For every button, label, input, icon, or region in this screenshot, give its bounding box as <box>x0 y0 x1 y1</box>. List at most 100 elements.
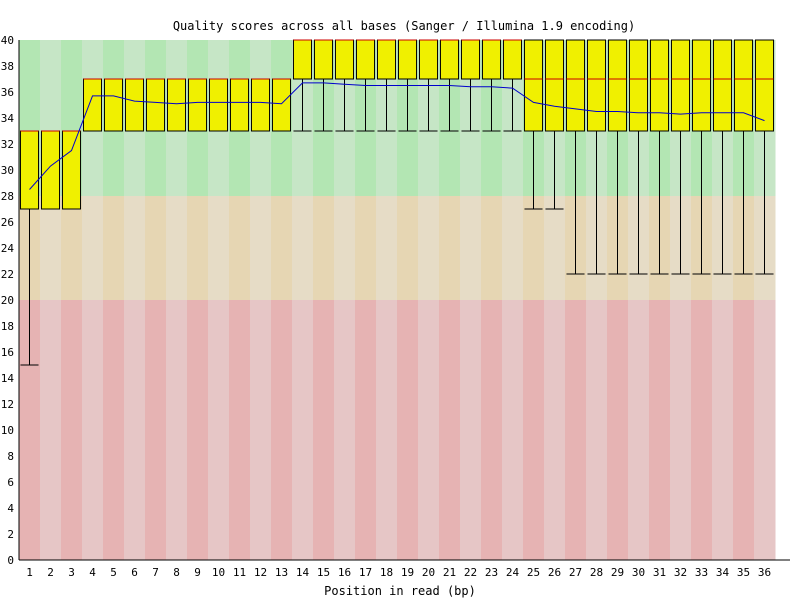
x-tick-label: 15 <box>317 566 330 579</box>
boxes <box>19 39 775 210</box>
band-reasonable-cell <box>61 196 83 300</box>
medians <box>20 39 774 132</box>
y-tick-label: 4 <box>7 502 14 515</box>
band-poor-cell <box>733 300 755 560</box>
band-poor-cell <box>607 300 629 560</box>
x-tick-label: 25 <box>527 566 540 579</box>
band-reasonable-cell <box>544 196 566 300</box>
band-reasonable-cell <box>124 196 146 300</box>
band-poor-cell <box>754 300 776 560</box>
band-poor-cell <box>628 300 650 560</box>
y-tick-label: 16 <box>1 346 14 359</box>
band-poor-cell <box>649 300 671 560</box>
y-tick-label: 28 <box>1 190 14 203</box>
x-tick-labels: 1 2 3 4 5 6 7 8 9 10 11 12 13 14 15 16 17 18 19 20 21 22 23 24 2… <box>26 566 771 579</box>
band-poor-cell <box>355 300 377 560</box>
band-reasonable-cell <box>145 196 167 300</box>
band-reasonable-cell <box>166 196 188 300</box>
y-tick-label: 6 <box>7 476 14 489</box>
box-pos-16 <box>334 39 355 80</box>
band-poor-cell <box>586 300 608 560</box>
band-reasonable-cell <box>460 196 482 300</box>
x-tick-label: 5 <box>110 566 117 579</box>
x-tick-label: 30 <box>632 566 645 579</box>
box-pos-18 <box>376 39 397 80</box>
box-pos-8 <box>166 78 187 132</box>
x-tick-label: 7 <box>152 566 159 579</box>
x-tick-label: 8 <box>173 566 180 579</box>
box-pos-11 <box>229 78 250 132</box>
x-tick-label: 2 <box>47 566 54 579</box>
box-pos-26 <box>544 39 565 132</box>
band-reasonable-cell <box>355 196 377 300</box>
y-tick-label: 24 <box>1 242 15 255</box>
y-tick-label: 12 <box>1 398 14 411</box>
x-tick-label: 22 <box>464 566 477 579</box>
band-poor-cell <box>334 300 356 560</box>
box-pos-34 <box>712 39 733 132</box>
x-tick-label: 24 <box>506 566 520 579</box>
box-pos-20 <box>418 39 439 80</box>
box-pos-27 <box>565 39 586 132</box>
y-tick-label: 10 <box>1 424 14 437</box>
band-reasonable-cell <box>292 196 314 300</box>
x-tick-label: 18 <box>380 566 393 579</box>
band-poor-cell <box>481 300 503 560</box>
x-axis-label: Position in read (bp) <box>324 584 476 598</box>
x-tick-label: 10 <box>212 566 225 579</box>
x-tick-label: 19 <box>401 566 414 579</box>
band-reasonable-cell <box>481 196 503 300</box>
box-pos-36 <box>754 39 775 132</box>
band-reasonable-cell <box>397 196 419 300</box>
box-pos-15 <box>313 39 334 80</box>
y-tick-label: 14 <box>1 372 15 385</box>
box-pos-14 <box>292 39 313 80</box>
x-tick-label: 12 <box>254 566 267 579</box>
band-reasonable-cell <box>376 196 398 300</box>
band-reasonable-cell <box>502 196 524 300</box>
band-reasonable-cell <box>82 196 104 300</box>
x-tick-label: 31 <box>653 566 666 579</box>
band-poor-cell <box>124 300 146 560</box>
box-pos-31 <box>649 39 670 132</box>
band-reasonable-cell <box>334 196 356 300</box>
y-tick-label: 40 <box>1 34 14 47</box>
band-reasonable-cell <box>103 196 125 300</box>
x-tick-label: 34 <box>716 566 730 579</box>
band-poor-cell <box>292 300 314 560</box>
band-poor-cell <box>145 300 167 560</box>
box-pos-2 <box>40 130 61 210</box>
y-tick-label: 22 <box>1 268 14 281</box>
band-poor-cell <box>565 300 587 560</box>
x-tick-label: 16 <box>338 566 351 579</box>
box-pos-21 <box>439 39 460 80</box>
x-tick-label: 33 <box>695 566 708 579</box>
x-tick-label: 32 <box>674 566 687 579</box>
band-poor-cell <box>544 300 566 560</box>
band-poor-cell <box>376 300 398 560</box>
band-reasonable-cell <box>523 196 545 300</box>
x-tick-label: 17 <box>359 566 372 579</box>
x-tick-label: 4 <box>89 566 96 579</box>
band-reasonable-cell <box>250 196 272 300</box>
band-reasonable-cell <box>418 196 440 300</box>
y-tick-label: 32 <box>1 138 14 151</box>
box-pos-23 <box>481 39 502 80</box>
x-tick-label: 14 <box>296 566 310 579</box>
box-pos-6 <box>124 78 145 132</box>
band-reasonable-cell <box>187 196 209 300</box>
band-poor-cell <box>502 300 524 560</box>
y-tick-label: 18 <box>1 320 14 333</box>
box-pos-3 <box>61 130 82 210</box>
band-poor-cell <box>460 300 482 560</box>
mean-line <box>29 82 765 190</box>
x-tick-label: 26 <box>548 566 561 579</box>
axes <box>18 40 790 561</box>
x-tick-label: 29 <box>611 566 624 579</box>
band-poor-cell <box>418 300 440 560</box>
box-pos-17 <box>355 39 376 80</box>
band-poor-cell <box>40 300 62 560</box>
box-pos-30 <box>628 39 649 132</box>
band-reasonable-cell <box>40 196 62 300</box>
